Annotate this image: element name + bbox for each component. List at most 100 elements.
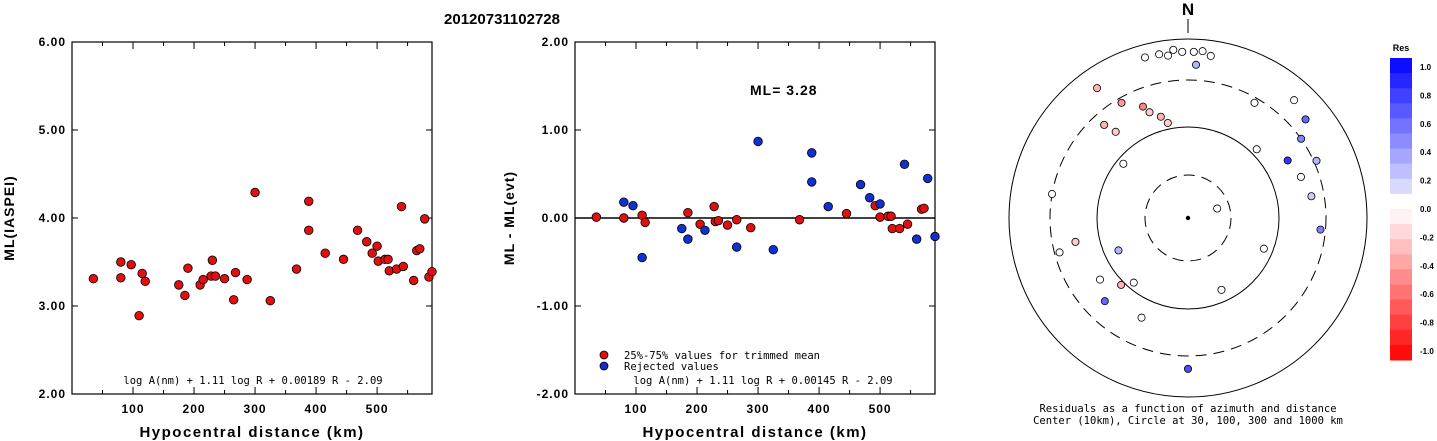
y-tick-label: 1.00 — [542, 123, 569, 137]
data-point — [396, 201, 407, 212]
station-marker — [1055, 248, 1064, 257]
data-point — [415, 244, 425, 254]
station-marker — [1114, 246, 1123, 255]
colorbar-label: -0.8 — [1420, 319, 1434, 328]
ring-100km — [1096, 126, 1280, 310]
x-tick-label: 300 — [244, 402, 267, 416]
data-point — [427, 266, 437, 277]
epicenter-marker — [1185, 215, 1191, 221]
colorbar-cell — [1390, 314, 1412, 331]
colorbar-cell — [1390, 118, 1412, 134]
azimuth-residual-panel: N Residuals as a function of azimuth and… — [1008, 0, 1368, 427]
data-point — [210, 271, 221, 281]
colorbar-cell — [1390, 103, 1412, 119]
y-tick-label: 3.00 — [39, 299, 66, 313]
data-point — [419, 214, 430, 224]
rejected-point — [922, 173, 933, 184]
data-point — [352, 225, 363, 236]
data-point — [408, 275, 419, 286]
rejected-point — [899, 159, 910, 170]
station-marker — [1169, 45, 1178, 54]
rejected-point — [865, 193, 875, 203]
rejected-point — [677, 223, 687, 234]
rejected-point — [683, 234, 693, 244]
colorbar-label: -0.4 — [1420, 262, 1434, 271]
colorbar-cell — [1390, 239, 1412, 255]
ring-1000km — [1008, 38, 1368, 398]
x-tick-label: 100 — [122, 402, 145, 416]
station-marker — [1307, 192, 1316, 201]
colorbar-cell — [1390, 193, 1412, 210]
data-point — [180, 290, 190, 301]
data-point — [291, 264, 302, 274]
accepted-point — [886, 211, 896, 221]
colorbar-label: 0.0 — [1420, 205, 1432, 214]
y-tick-label: 5.00 — [39, 123, 66, 137]
data-point — [134, 310, 144, 321]
data-point — [207, 255, 218, 265]
accepted-point — [591, 212, 602, 222]
station-marker — [1071, 237, 1080, 246]
residual-vs-distance-panel: -2.00 -1.00 0.00 1.00 2.00 100 200 300 400 500 M… — [501, 35, 940, 441]
rejected-point — [700, 225, 710, 236]
accepted-point — [841, 208, 852, 219]
x-tick-label: 100 — [625, 402, 648, 416]
figure-title: 20120731102728 — [444, 11, 560, 28]
data-point — [398, 261, 409, 272]
accepted-point — [709, 201, 719, 212]
accepted-point — [683, 208, 693, 218]
x-tick-label: 200 — [686, 402, 709, 416]
colorbar-label: 0.2 — [1420, 177, 1432, 186]
colorbar-label: -0.6 — [1420, 290, 1434, 299]
accepted-point — [713, 215, 724, 226]
accepted-point — [722, 220, 733, 230]
colorbar-cell — [1390, 344, 1412, 361]
y-tick-label: 0.00 — [542, 211, 569, 225]
accepted-point — [875, 212, 885, 222]
station-marker — [1296, 172, 1305, 181]
x-axis-label: Hypocentral distance (km) — [139, 424, 364, 441]
rejected-point — [807, 177, 817, 187]
station-marker — [1138, 102, 1147, 111]
colorbar-label: 0.6 — [1420, 120, 1432, 129]
data-point — [219, 274, 230, 284]
legend-label-rejected: Rejected values — [624, 361, 719, 373]
y-tick-label: -2.00 — [537, 387, 569, 401]
data-point — [230, 267, 241, 278]
formula-label: log A(nm) + 1.11 log R + 0.00189 R - 2.0… — [123, 375, 382, 387]
colorbar-title: Res — [1393, 43, 1410, 53]
station-marker — [1213, 204, 1222, 213]
accepted-point — [902, 219, 913, 229]
accepted-point — [794, 215, 805, 225]
colorbar-cell — [1390, 133, 1412, 150]
station-marker — [1117, 280, 1126, 289]
x-tick-label: 400 — [305, 402, 328, 416]
accepted-point — [894, 223, 905, 234]
data-point — [116, 257, 126, 267]
data-point — [304, 196, 314, 206]
station-marker — [1156, 112, 1165, 121]
x-tick-label: 500 — [869, 402, 892, 416]
colorbar-cell — [1390, 329, 1412, 346]
colorbar-label: 0.8 — [1420, 91, 1432, 100]
data-point — [265, 296, 276, 306]
colorbar-cell — [1390, 254, 1412, 270]
colorbar-label: -0.2 — [1420, 233, 1434, 242]
data-point — [242, 274, 252, 285]
station-marker — [1290, 96, 1299, 105]
station-marker — [1119, 159, 1128, 168]
station-marker — [1316, 225, 1325, 234]
rejected-point — [855, 179, 866, 190]
station-marker — [1117, 98, 1126, 107]
ring-30km — [1144, 174, 1232, 262]
rejected-point — [628, 200, 638, 211]
data-point — [304, 225, 314, 236]
station-marker — [1140, 53, 1149, 62]
data-point — [126, 259, 136, 270]
data-point — [367, 248, 377, 258]
colorbar-cell — [1390, 88, 1412, 104]
y-axis-label: ML(IASPEI) — [1, 175, 17, 260]
station-marker — [1312, 156, 1321, 165]
station-marker — [1137, 313, 1146, 322]
